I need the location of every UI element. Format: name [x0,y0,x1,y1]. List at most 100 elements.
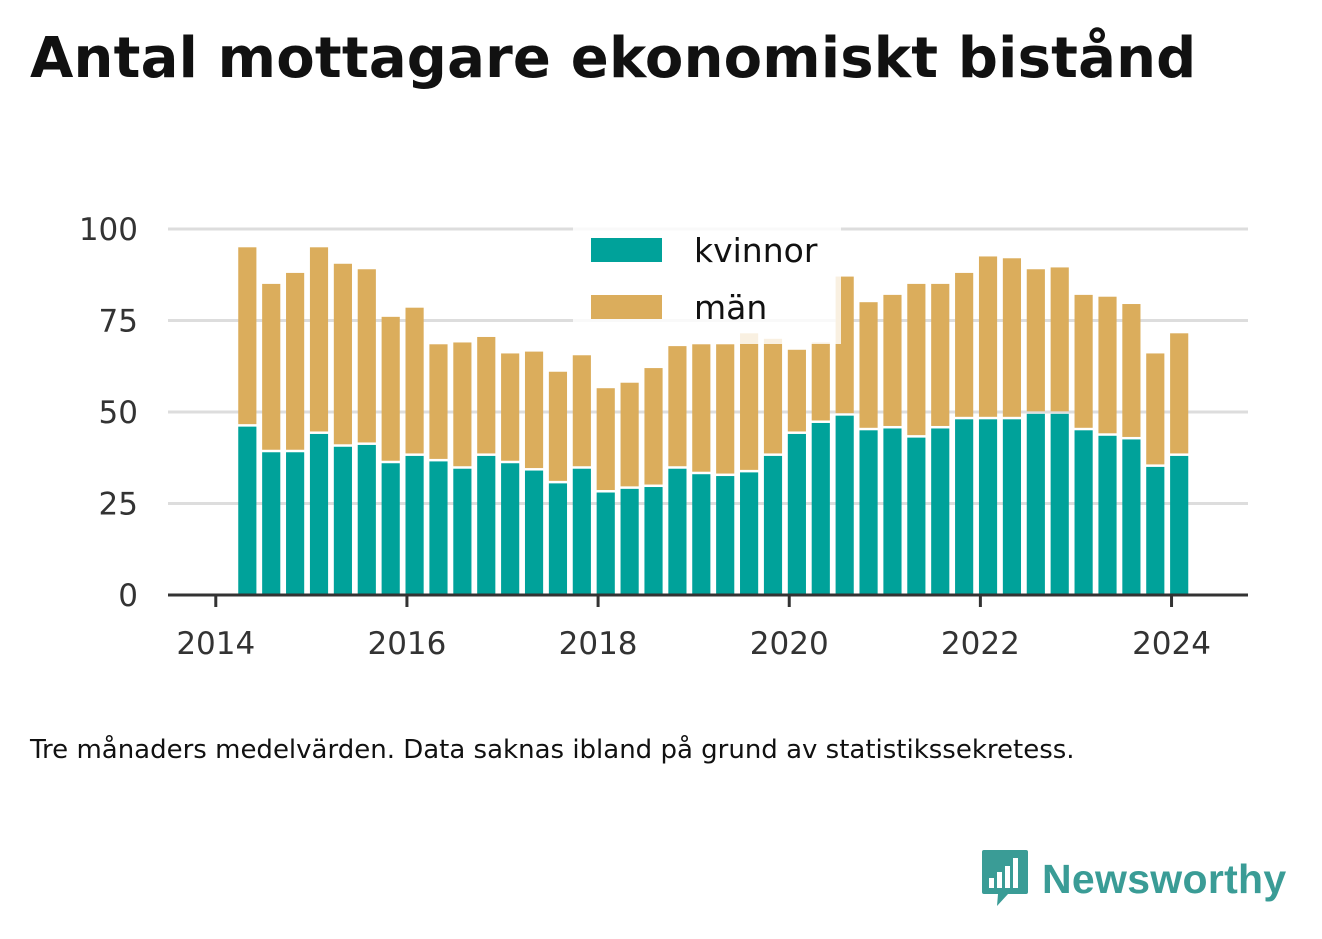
bar-kvinnor [501,463,520,595]
bar-man [238,247,257,425]
bar-kvinnor [931,428,950,595]
bar-man [668,346,687,467]
bar-man [907,283,926,436]
bar-man [692,344,711,472]
bar-man [524,351,544,469]
bar-man [333,263,352,445]
bar-kvinnor [883,428,902,595]
brand-logo: Newsworthy [980,848,1287,910]
bar-man [596,388,615,491]
bar-kvinnor [1098,435,1117,595]
bar-man [1170,333,1189,454]
bar-kvinnor [668,468,687,595]
newsworthy-bar-chart-icon [982,850,1028,906]
chart-area: 0 25 50 75 100 2014 2016 2018 2020 2022 2024 kvinn… [79,212,1248,662]
bar-man [357,269,376,443]
bar-kvinnor [955,419,974,595]
bar-man [811,342,830,421]
y-tick-label: 0 [118,578,138,614]
x-tick-label: 2024 [1132,626,1211,662]
y-tick-label: 100 [79,212,138,248]
bar-kvinnor [716,476,735,595]
bar-man [262,283,281,450]
bar-kvinnor [1122,439,1141,595]
bar-man [1002,258,1022,417]
legend-background [573,216,841,344]
bar-kvinnor [1170,455,1189,595]
axes: 0 25 50 75 100 2014 2016 2018 2020 2022 2024 [79,212,1248,662]
bar-kvinnor [978,419,998,595]
bar-kvinnor [429,461,448,595]
bar-kvinnor [524,470,544,595]
bar-man [955,272,974,417]
bar-man [477,336,496,454]
bar-man [453,342,472,467]
bar-kvinnor [692,474,711,595]
chart-caption: Tre månaders medelvärden. Data saknas ib… [30,735,1075,765]
bar-man [429,344,448,459]
bar-man [931,283,950,426]
bar-kvinnor [357,444,376,595]
bar-man [548,371,568,481]
bar-kvinnor [238,426,257,595]
bar-kvinnor [333,446,352,595]
chart-title: Antal mottagare ekonomiskt bistånd [30,26,1197,91]
legend-swatch-kvinnor [591,238,662,262]
bar-kvinnor [907,437,926,595]
bar-man [787,349,806,432]
bar-kvinnor [572,468,591,595]
y-tick-label: 25 [99,487,138,523]
bar-kvinnor [453,468,472,595]
bar-kvinnor [620,488,639,595]
x-tick-label: 2022 [941,626,1020,662]
bar-man [1146,353,1165,465]
legend-label-man: män [694,288,767,327]
bar-kvinnor [740,472,759,595]
bar-kvinnor [1026,413,1045,595]
x-tick-label: 2014 [176,626,255,662]
bar-man [859,302,878,428]
bar-kvinnor [1146,466,1165,595]
bar-kvinnor [262,452,281,595]
legend-swatch-man [591,295,662,319]
bar-man [883,294,902,426]
bar-man [644,368,663,485]
bar-man [1074,294,1093,428]
bar-man [309,247,329,432]
bar-man [978,256,998,417]
brand-name: Newsworthy [1042,855,1287,902]
x-tick-label: 2020 [750,626,829,662]
bar-kvinnor [1074,430,1093,595]
bar-kvinnor [811,422,830,595]
bar-kvinnor [835,415,854,595]
bar-man [1050,267,1069,412]
legend: kvinnor män [573,216,841,344]
x-tick-label: 2018 [559,626,638,662]
bar-kvinnor [1050,413,1069,595]
bar-kvinnor [1002,419,1022,595]
bar-man [381,316,400,461]
bar-man [1026,269,1045,412]
bar-kvinnor [309,433,329,595]
legend-label-kvinnor: kvinnor [694,231,818,270]
bar-man [1122,304,1141,437]
bar-kvinnor [859,430,878,595]
bar-kvinnor [477,455,496,595]
bar-man [716,344,735,474]
x-tick-label: 2016 [367,626,446,662]
bar-man [620,382,639,487]
bar-kvinnor [381,463,400,595]
bar-man [763,338,783,454]
bar-man [501,353,520,461]
bar-kvinnor [763,455,783,595]
bar-kvinnor [405,455,424,595]
y-tick-label: 75 [99,304,138,340]
y-tick-label: 50 [99,395,138,431]
bar-kvinnor [787,433,806,595]
bar-kvinnor [286,452,305,595]
bar-man [286,272,305,450]
bar-man [405,307,424,454]
bar-kvinnor [596,492,615,595]
bar-man [1098,296,1117,434]
bar-man [572,355,591,467]
